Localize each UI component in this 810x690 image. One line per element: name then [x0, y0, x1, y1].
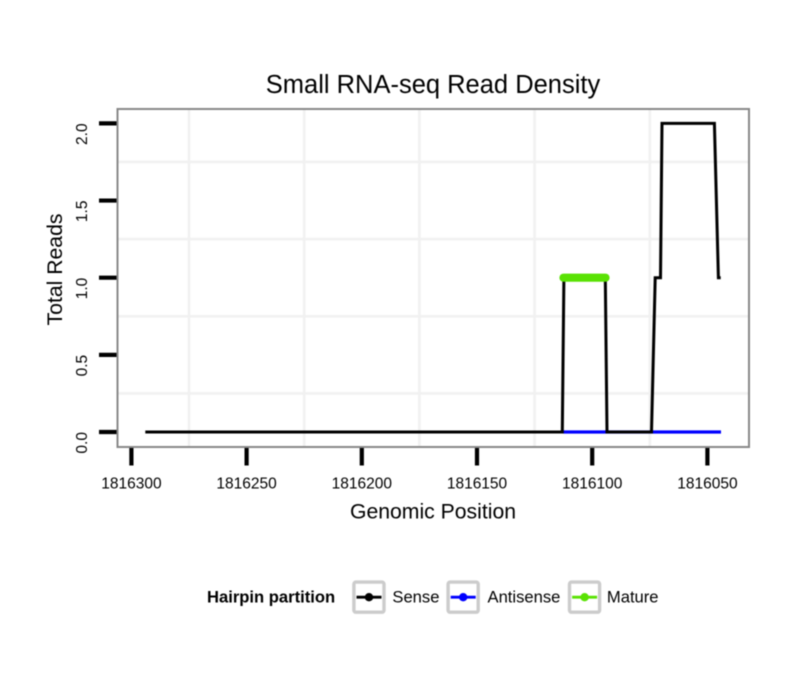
svg-text:1816200: 1816200: [332, 476, 393, 493]
svg-text:Small RNA-seq Read Density: Small RNA-seq Read Density: [266, 71, 601, 99]
svg-text:0.5: 0.5: [74, 355, 91, 377]
svg-text:1.5: 1.5: [74, 201, 91, 223]
svg-text:Antisense: Antisense: [488, 587, 561, 606]
svg-text:Sense: Sense: [392, 587, 439, 606]
svg-text:0.0: 0.0: [74, 432, 91, 454]
svg-text:Genomic Position: Genomic Position: [350, 500, 516, 523]
svg-text:Mature: Mature: [607, 587, 659, 606]
svg-text:1.0: 1.0: [74, 277, 91, 299]
svg-text:Hairpin partition: Hairpin partition: [207, 587, 335, 606]
svg-text:1816150: 1816150: [447, 476, 508, 493]
svg-text:1816250: 1816250: [216, 476, 277, 493]
svg-text:2.0: 2.0: [74, 123, 91, 145]
svg-text:1816050: 1816050: [677, 476, 738, 493]
svg-text:1816300: 1816300: [101, 476, 162, 493]
svg-text:Total Reads: Total Reads: [44, 214, 67, 326]
svg-text:1816100: 1816100: [562, 476, 623, 493]
